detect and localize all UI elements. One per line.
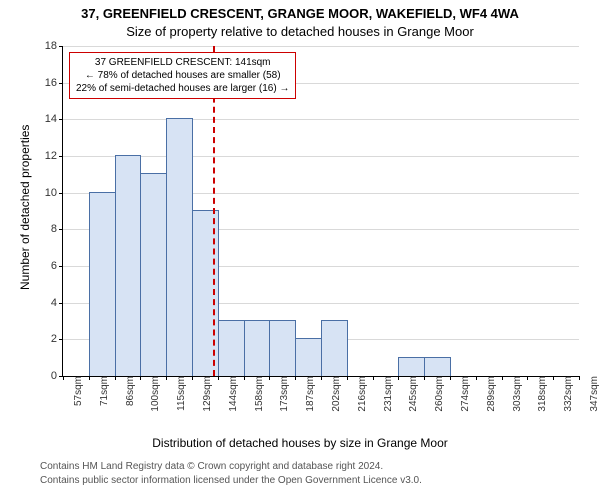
histogram-bar [115, 155, 142, 376]
x-tick [166, 376, 167, 380]
x-tick-label: 260sqm [428, 376, 445, 412]
grid-line [63, 46, 579, 47]
y-tick-label: 18 [45, 40, 63, 52]
x-tick [502, 376, 503, 380]
x-tick-label: 187sqm [299, 376, 316, 412]
x-tick [347, 376, 348, 380]
y-axis-label: Number of detached properties [18, 125, 32, 290]
x-tick-label: 303sqm [506, 376, 523, 412]
histogram-bar [244, 320, 271, 376]
x-tick-label: 231sqm [377, 376, 394, 412]
y-tick-label: 4 [51, 297, 63, 309]
x-tick [579, 376, 580, 380]
x-tick [192, 376, 193, 380]
x-tick [450, 376, 451, 380]
x-tick-label: 289sqm [480, 376, 497, 412]
annotation-line-2: ← 78% of detached houses are smaller (58… [76, 69, 289, 82]
histogram-bar [218, 320, 245, 376]
x-tick-label: 173sqm [273, 376, 290, 412]
y-tick-label: 14 [45, 113, 63, 125]
histogram-bar [321, 320, 348, 376]
x-tick [269, 376, 270, 380]
y-tick-label: 2 [51, 333, 63, 345]
histogram-bar [89, 192, 116, 376]
x-tick-label: 115sqm [170, 376, 187, 411]
annotation-box: 37 GREENFIELD CRESCENT: 141sqm← 78% of d… [69, 52, 296, 99]
annotation-line-1: 37 GREENFIELD CRESCENT: 141sqm [76, 56, 289, 69]
x-tick [295, 376, 296, 380]
x-tick-label: 274sqm [454, 376, 471, 412]
x-axis-title: Distribution of detached houses by size … [0, 436, 600, 450]
histogram-bar [192, 210, 219, 376]
x-tick-label: 144sqm [222, 376, 239, 412]
x-tick-label: 318sqm [531, 376, 548, 412]
y-tick-label: 10 [45, 187, 63, 199]
histogram-bar [295, 338, 322, 376]
x-tick-label: 86sqm [119, 376, 136, 406]
footer-line-2: Contains public sector information licen… [40, 474, 422, 487]
x-tick [424, 376, 425, 380]
x-tick [115, 376, 116, 380]
x-tick-label: 158sqm [248, 376, 265, 412]
x-tick [398, 376, 399, 380]
x-tick-label: 57sqm [67, 376, 84, 406]
histogram-bar [140, 173, 167, 376]
chart-subtitle: Size of property relative to detached ho… [0, 24, 600, 39]
x-tick-label: 245sqm [402, 376, 419, 412]
plot-area: 02468101214161857sqm71sqm86sqm100sqm115s… [62, 46, 579, 377]
chart-container: 37, GREENFIELD CRESCENT, GRANGE MOOR, WA… [0, 0, 600, 500]
x-tick [527, 376, 528, 380]
x-tick [321, 376, 322, 380]
histogram-bar [269, 320, 296, 376]
x-tick-label: 216sqm [351, 376, 368, 412]
x-tick [140, 376, 141, 380]
footer-line-1: Contains HM Land Registry data © Crown c… [40, 460, 383, 473]
x-tick-label: 347sqm [583, 376, 600, 412]
y-tick-label: 0 [51, 370, 63, 382]
x-tick [244, 376, 245, 380]
y-tick-label: 6 [51, 260, 63, 272]
x-tick-label: 129sqm [196, 376, 213, 412]
histogram-bar [398, 357, 425, 376]
y-tick-label: 8 [51, 223, 63, 235]
y-tick-label: 12 [45, 150, 63, 162]
chart-title-address: 37, GREENFIELD CRESCENT, GRANGE MOOR, WA… [0, 6, 600, 21]
x-tick [89, 376, 90, 380]
x-tick-label: 71sqm [93, 376, 110, 406]
x-tick-label: 332sqm [557, 376, 574, 412]
x-tick [63, 376, 64, 380]
y-tick-label: 16 [45, 77, 63, 89]
histogram-bar [166, 118, 193, 376]
histogram-bar [424, 357, 451, 376]
x-tick [218, 376, 219, 380]
x-tick [476, 376, 477, 380]
x-tick [373, 376, 374, 380]
x-tick-label: 202sqm [325, 376, 342, 412]
x-tick-label: 100sqm [144, 376, 161, 412]
grid-line [63, 119, 579, 120]
annotation-line-3: 22% of semi-detached houses are larger (… [76, 82, 289, 95]
x-tick [553, 376, 554, 380]
